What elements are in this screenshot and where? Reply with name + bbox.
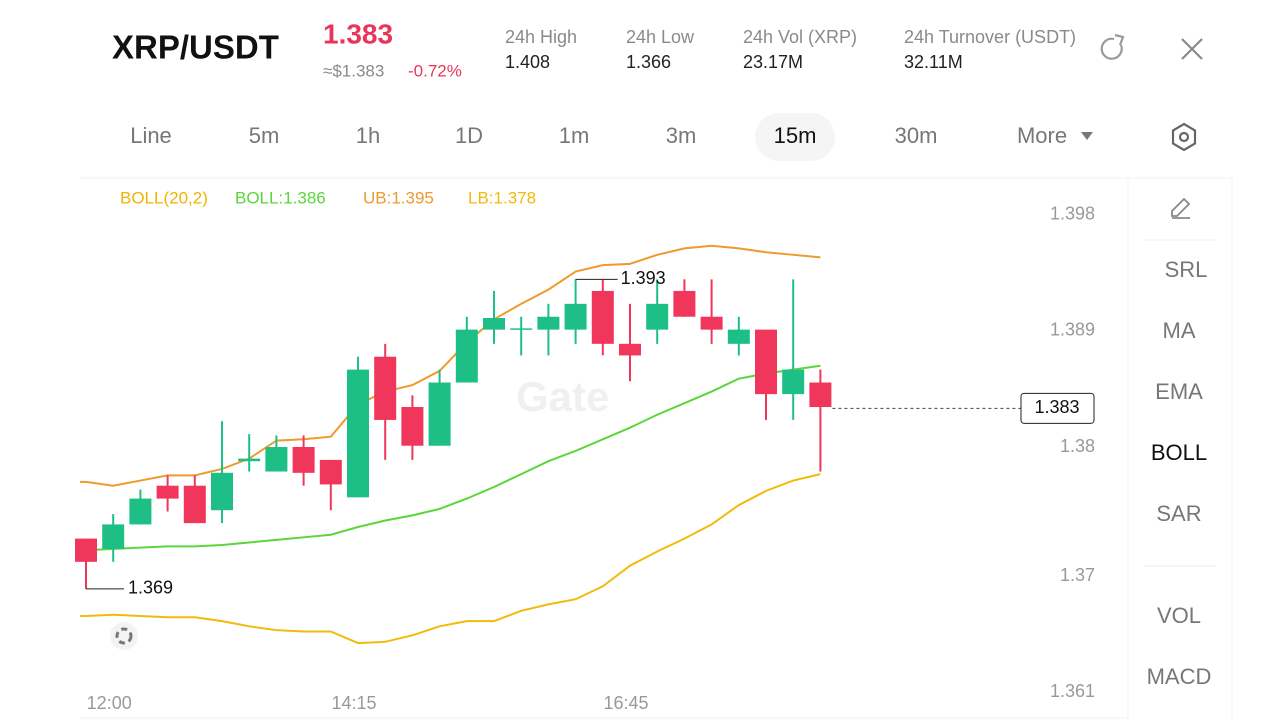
y-tick-label: 1.37 [1060,565,1095,585]
candle-body [564,303,587,330]
indicator[interactable]: EMA [1155,379,1203,404]
settings-icon[interactable] [1171,122,1197,152]
price: 1.383 [323,18,393,49]
candle-body [727,329,750,344]
y-tick-label: 1.38 [1060,436,1095,456]
candle-body [374,356,397,420]
indicator[interactable]: SAR [1156,501,1201,526]
candle-body [102,524,125,549]
tab[interactable]: Line [130,123,172,148]
reset-bg [110,622,138,650]
tab[interactable]: 30m [895,123,938,148]
candle-body [646,303,669,330]
candle-body [75,538,97,562]
stat: 24h Low 1.366 [626,27,695,72]
tab[interactable]: 1m [559,123,590,148]
indicator[interactable]: MACD [1147,664,1212,689]
stat: 24h Vol (XRP) 23.17M [743,27,857,72]
band-line [80,244,821,487]
change: -0.72% [408,61,462,80]
legend-entry: UB:1.395 [363,188,434,207]
close-icon[interactable] [1181,38,1203,60]
indicator[interactable]: BOLL [1151,440,1207,465]
indicator[interactable]: MA [1163,318,1196,343]
band-line [80,364,821,552]
last-price-label: 1.383 [1034,397,1079,417]
indicator[interactable]: SRL [1165,257,1208,282]
tab[interactable]: 15m [774,123,817,148]
tab[interactable]: 1D [455,123,483,148]
candle-body [292,447,315,473]
high-label: 1.393 [621,268,666,288]
dropdown-arrow [1081,132,1093,140]
tab[interactable]: 1h [356,123,380,148]
watermark: Gate [516,373,609,420]
close-stroke [1181,38,1203,60]
stat-value: 1.408 [505,52,550,72]
tab[interactable]: 3m [666,123,697,148]
candle-body [537,316,560,330]
indicator-title: BOLL(20,2) [120,188,208,207]
candle-body [700,316,723,330]
stat-value: 23.17M [743,52,803,72]
settings-hex [1171,122,1197,152]
candle-body [238,458,261,462]
settings-dot [1178,131,1190,143]
candle-body [809,382,832,408]
usd-price: ≈$1.383 [323,61,384,80]
candle-body [183,485,206,524]
reset-icon[interactable] [110,622,138,650]
indicator[interactable]: VOL [1157,603,1201,628]
candle-body [455,329,478,383]
y-tick-label: 1.398 [1050,204,1095,224]
candle-body [347,369,369,498]
candle-body [483,318,505,330]
pair: XRP/USDT [112,29,279,66]
candle-body [755,329,777,395]
stat: 24h High 1.408 [505,27,577,72]
stat-value: 1.366 [626,52,671,72]
x-tick-label: 16:45 [603,693,648,713]
refresh-arc [1100,37,1123,60]
stat-label: 24h High [505,27,577,47]
stat-value: 32.11M [904,52,963,72]
tab[interactable]: More [1017,123,1067,148]
tab-highlight [755,113,835,161]
candle-body [401,407,424,446]
refresh-icon[interactable] [1100,33,1125,60]
candle-body [619,343,641,356]
candle-body [156,485,179,499]
candle-body [428,382,451,446]
stat-label: 24h Turnover (USDT) [904,27,1076,47]
y-tick-label: 1.361 [1050,681,1095,701]
pencil [1171,197,1191,217]
stat-label: 24h Vol (XRP) [743,27,857,47]
low-label: 1.369 [128,578,173,598]
last-price-box [1020,392,1095,424]
candle-body [673,290,696,317]
x-tick-label: 12:00 [87,693,132,713]
stat: 24h Turnover (USDT) 32.11M [904,27,1076,72]
candle-body [510,328,533,330]
candle-body [265,447,288,472]
refresh-arrow [1114,33,1125,46]
candle-body [782,369,805,395]
stat-label: 24h Low [626,27,695,47]
candle-body [211,472,233,511]
legend-entry: LB:1.378 [468,188,536,207]
y-tick-label: 1.389 [1050,320,1095,340]
candle-body [591,290,614,344]
candle-body [319,459,342,485]
candle-body [129,498,152,525]
reset-glyph [115,627,133,645]
x-tick-label: 14:15 [331,693,376,713]
tab[interactable]: 5m [249,123,280,148]
draw-icon[interactable] [1171,197,1191,219]
legend-entry: BOLL:1.386 [235,188,326,207]
band-line [80,473,821,645]
